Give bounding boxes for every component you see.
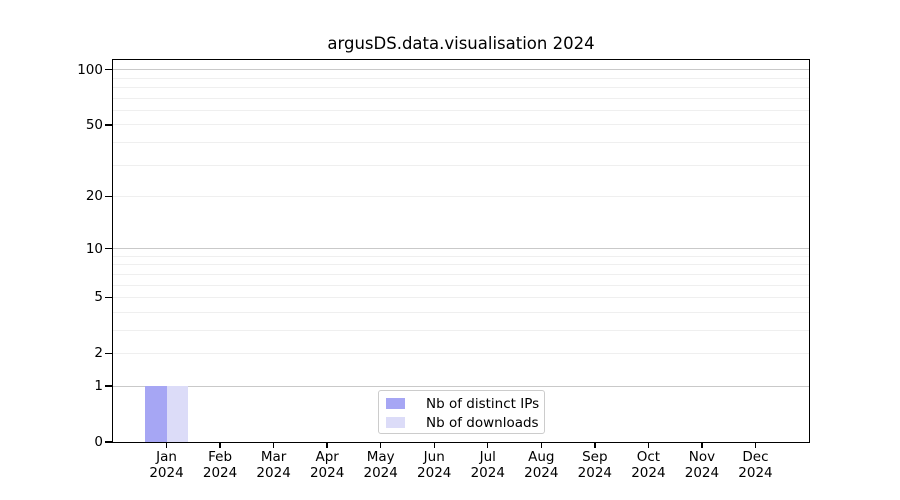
y-axis-tick	[105, 69, 112, 71]
gridline-minor	[113, 141, 809, 143]
x-axis-month: Jan	[156, 449, 177, 465]
gridline-minor	[113, 164, 809, 166]
gridline-minor	[113, 284, 809, 286]
x-axis-tick	[219, 443, 221, 448]
gridline-minor	[113, 264, 809, 266]
x-axis-year: 2024	[738, 464, 773, 481]
gridline-minor	[113, 296, 809, 298]
y-axis-tick	[105, 296, 112, 299]
x-axis-tick	[540, 443, 542, 448]
x-axis-year: 2024	[631, 464, 666, 481]
x-axis-tick-label: Jun 2024	[392, 449, 476, 481]
gridline-major	[113, 248, 809, 250]
x-axis-year: 2024	[202, 464, 238, 481]
bar-nb-of-distinct-ips	[145, 386, 167, 442]
gridline-minor	[113, 97, 809, 99]
x-axis-month: Jul	[479, 449, 496, 465]
x-axis-month: Feb	[208, 449, 233, 465]
y-axis-tick	[105, 124, 112, 126]
x-axis-tick-label: Sep 2024	[553, 449, 637, 481]
legend-label-distinct-ips: Nb of distinct IPs	[426, 395, 540, 412]
x-axis-month: Nov	[688, 449, 716, 465]
x-axis-tick-label: Jan 2024	[125, 449, 209, 481]
x-axis-tick	[647, 443, 650, 448]
x-axis-tick	[754, 443, 757, 448]
y-axis-tick	[105, 352, 112, 355]
gridline-minor	[113, 329, 809, 331]
y-axis-tick-label: 2	[94, 345, 103, 362]
x-axis-tick	[701, 443, 703, 448]
x-axis-year: 2024	[684, 464, 720, 481]
gridline-minor	[113, 124, 809, 126]
x-axis-year: 2024	[577, 464, 613, 481]
gridline-major	[113, 385, 809, 387]
x-axis-month: Mar	[260, 449, 287, 465]
y-axis-tick	[105, 385, 112, 387]
x-axis-year: 2024	[309, 464, 345, 481]
legend: Nb of distinct IPs Nb of downloads	[378, 390, 545, 434]
y-axis-tick	[105, 195, 112, 198]
legend-label-downloads: Nb of downloads	[426, 414, 539, 431]
x-axis-tick-label: Nov 2024	[660, 449, 744, 481]
x-axis-tick-label: Dec 2024	[713, 449, 797, 481]
x-axis-tick-label: Apr 2024	[285, 449, 369, 481]
x-axis-tick	[487, 443, 489, 448]
x-axis-year: 2024	[149, 464, 184, 481]
x-axis-year: 2024	[470, 464, 505, 481]
x-axis-month: Jun	[423, 449, 445, 465]
y-axis-tick-label: 10	[85, 240, 103, 257]
y-axis-tick-label: 1	[94, 378, 103, 395]
gridline-minor	[113, 273, 809, 275]
gridline-minor	[113, 77, 809, 79]
bar-nb-of-downloads	[166, 386, 188, 442]
gridline-minor	[113, 352, 809, 354]
x-axis-tick	[594, 443, 596, 448]
x-axis-tick-label: May 2024	[339, 449, 423, 481]
x-axis-tick	[272, 443, 275, 448]
x-axis-tick	[326, 443, 328, 448]
x-axis-month: Sep	[582, 449, 608, 465]
x-axis-month: Aug	[528, 449, 555, 465]
y-axis-tick-label: 100	[77, 61, 103, 78]
x-axis-tick	[165, 443, 168, 448]
gridline-major	[113, 69, 809, 71]
x-axis-tick-label: Oct 2024	[606, 449, 690, 481]
x-axis-month: Oct	[636, 449, 661, 465]
legend-swatch-downloads	[386, 417, 405, 428]
x-axis-year: 2024	[256, 464, 291, 481]
x-axis-month: Apr	[315, 449, 339, 465]
gridline-minor	[113, 87, 809, 89]
x-axis-tick-label: Aug 2024	[499, 449, 583, 481]
legend-swatch-distinct-ips	[386, 398, 405, 409]
y-axis-tick	[105, 441, 112, 443]
x-axis-tick	[433, 443, 435, 448]
x-axis-tick	[379, 443, 382, 448]
legend-item-distinct-ips: Nb of distinct IPs	[379, 394, 544, 413]
x-axis-month: Dec	[742, 449, 769, 465]
x-axis-year: 2024	[524, 464, 559, 481]
y-axis-tick	[105, 247, 112, 250]
y-axis-tick-label: 0	[94, 434, 103, 450]
gridline-minor	[113, 195, 809, 197]
x-axis-tick-label: Feb 2024	[178, 449, 262, 481]
y-axis-tick-label: 50	[85, 116, 103, 133]
gridline-minor	[113, 109, 809, 111]
x-axis-year: 2024	[417, 464, 452, 481]
gridline-minor	[113, 255, 809, 257]
legend-item-downloads: Nb of downloads	[379, 413, 544, 432]
y-axis-tick-label: 20	[85, 188, 103, 205]
y-axis-tick-label: 5	[94, 289, 103, 306]
gridline-minor	[113, 311, 809, 313]
x-axis-tick-label: Jul 2024	[446, 449, 530, 481]
chart-title: argusDS.data.visualisation 2024	[327, 34, 595, 53]
x-axis-tick-label: Mar 2024	[232, 449, 316, 481]
x-axis-month: May	[366, 449, 395, 465]
x-axis-year: 2024	[363, 464, 398, 481]
plot-area: Nb of distinct IPs Nb of downloads 0 1 2 5 1…	[77, 59, 810, 480]
